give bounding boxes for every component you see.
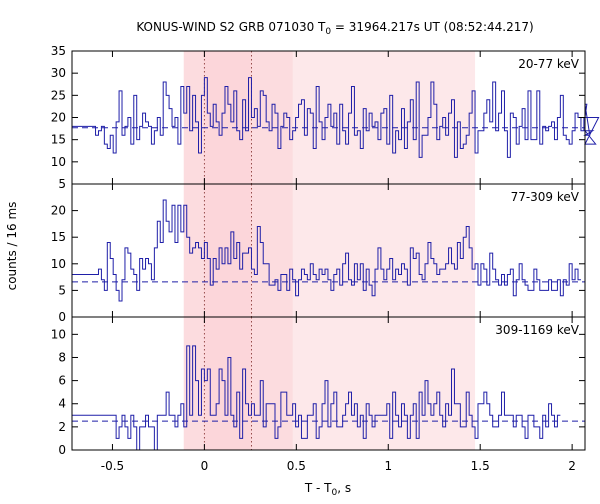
chart-title-subscript: 0 — [325, 27, 331, 37]
y-tick-label: 20 — [51, 111, 66, 125]
chart-title-suffix: = 31964.217s UT (08:52:44.217) — [331, 20, 534, 34]
x-tick-label: 1.5 — [471, 459, 490, 473]
x-axis-title-suffix: , s — [337, 481, 351, 495]
x-axis-title-prefix: T - T — [304, 481, 332, 495]
energy-band-label: 20-77 keV — [518, 57, 580, 71]
panel-frame — [71, 316, 586, 451]
y-tick-label: 30 — [51, 66, 66, 80]
y-tick-label: 15 — [51, 230, 66, 244]
x-axis-title: T - T0, s — [304, 481, 351, 498]
y-tick-label: 5 — [58, 177, 66, 191]
x-tick-label: 0 — [201, 459, 209, 473]
chart-title-prefix: KONUS-WIND S2 GRB 071030 T — [136, 20, 326, 34]
y-tick-label: 0 — [58, 443, 66, 457]
y-tick-label: 10 — [51, 327, 66, 341]
count-rate-series — [72, 199, 581, 302]
count-rate-series — [72, 345, 561, 451]
x-tick-label: 2 — [568, 459, 576, 473]
y-tick-label: 4 — [58, 397, 66, 411]
panel-3: 0 2 4 6 8 10 309-1169 keV — [51, 316, 586, 457]
y-tick-label: 0 — [58, 310, 66, 324]
y-tick-label: 25 — [51, 88, 66, 102]
count-rate-series — [72, 77, 600, 158]
panel-1: 5 10 15 20 25 30 35 20-77 keV — [51, 44, 600, 191]
y-tick-label: 15 — [51, 133, 66, 147]
x-tick-label: 0.5 — [287, 459, 306, 473]
y-tick-label: 20 — [51, 204, 66, 218]
y-tick-label: 8 — [58, 350, 66, 364]
shaded-interval-3 — [204, 51, 252, 184]
y-tick-label: 6 — [58, 374, 66, 388]
y-tick-label: 10 — [51, 257, 66, 271]
y-axis-title: counts / 16 ms — [5, 202, 19, 291]
x-tick-label: 1 — [384, 459, 392, 473]
y-tick-label: 5 — [58, 283, 66, 297]
chart-title: KONUS-WIND S2 GRB 071030 T0 = 31964.217s… — [136, 20, 533, 37]
y-tick-label: 10 — [51, 155, 66, 169]
energy-band-label: 309-1169 keV — [495, 323, 579, 337]
y-tick-label: 35 — [51, 44, 66, 58]
x-axis-title-subscript: 0 — [332, 488, 338, 498]
panel-2: 0 5 10 15 20 77-309 keV — [51, 183, 586, 324]
y-tick-label: 2 — [58, 420, 66, 434]
energy-band-label: 77-309 keV — [511, 190, 580, 204]
x-tick-label: -0.5 — [101, 459, 124, 473]
